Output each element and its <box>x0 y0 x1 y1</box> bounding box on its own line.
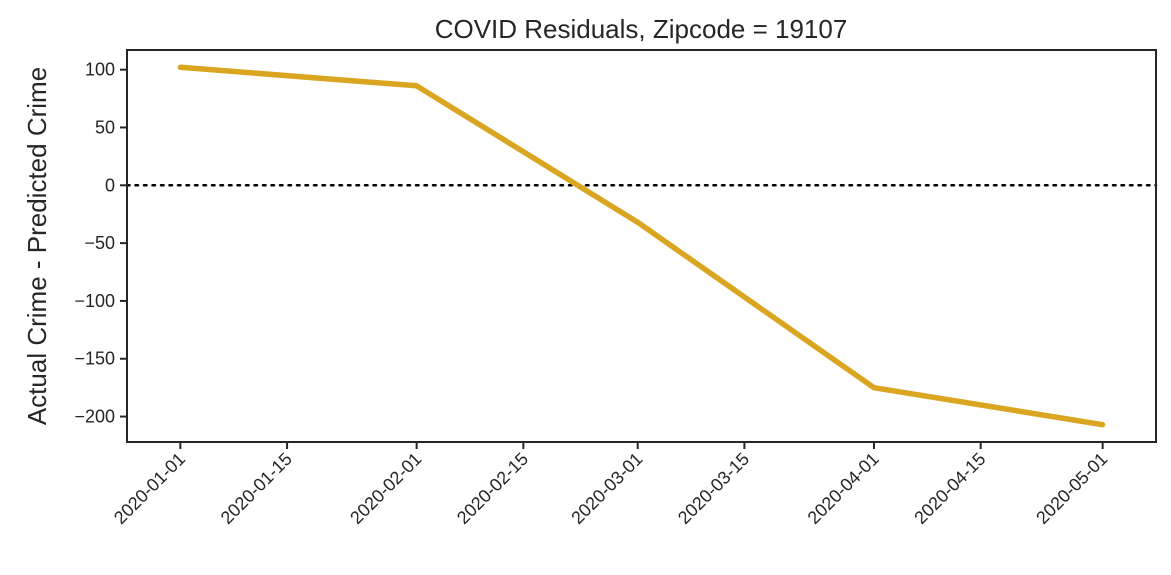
x-tick-label: 2020-02-01 <box>346 449 425 528</box>
chart-title: COVID Residuals, Zipcode = 19107 <box>435 14 848 44</box>
x-tick-label: 2020-03-01 <box>567 449 646 528</box>
y-tick-label: −100 <box>74 291 115 311</box>
ticks-layer: 100 50 0 −50 −100 −150 −200 2020-01-01 2020-01-1… <box>74 60 1111 528</box>
y-tick-label: −150 <box>74 349 115 369</box>
x-tick-label: 2020-01-01 <box>110 449 189 528</box>
y-tick-label: 50 <box>95 117 115 137</box>
residual-series-line <box>177 64 1106 428</box>
y-tick-label: 100 <box>85 60 115 80</box>
y-axis-label: Actual Crime - Predicted Crime <box>22 67 52 425</box>
x-tick-label: 2020-01-15 <box>217 449 296 528</box>
x-tick-label: 2020-02-15 <box>453 449 532 528</box>
plot-area-frame <box>126 49 1157 443</box>
x-tick-label: 2020-04-15 <box>910 449 989 528</box>
y-tick-label: −50 <box>84 233 115 253</box>
x-tick-label: 2020-03-15 <box>674 449 753 528</box>
x-tick-label: 2020-05-01 <box>1032 449 1111 528</box>
y-tick-label: −200 <box>74 407 115 427</box>
y-tick-label: 0 <box>105 175 115 195</box>
x-tick-label: 2020-04-01 <box>804 449 883 528</box>
